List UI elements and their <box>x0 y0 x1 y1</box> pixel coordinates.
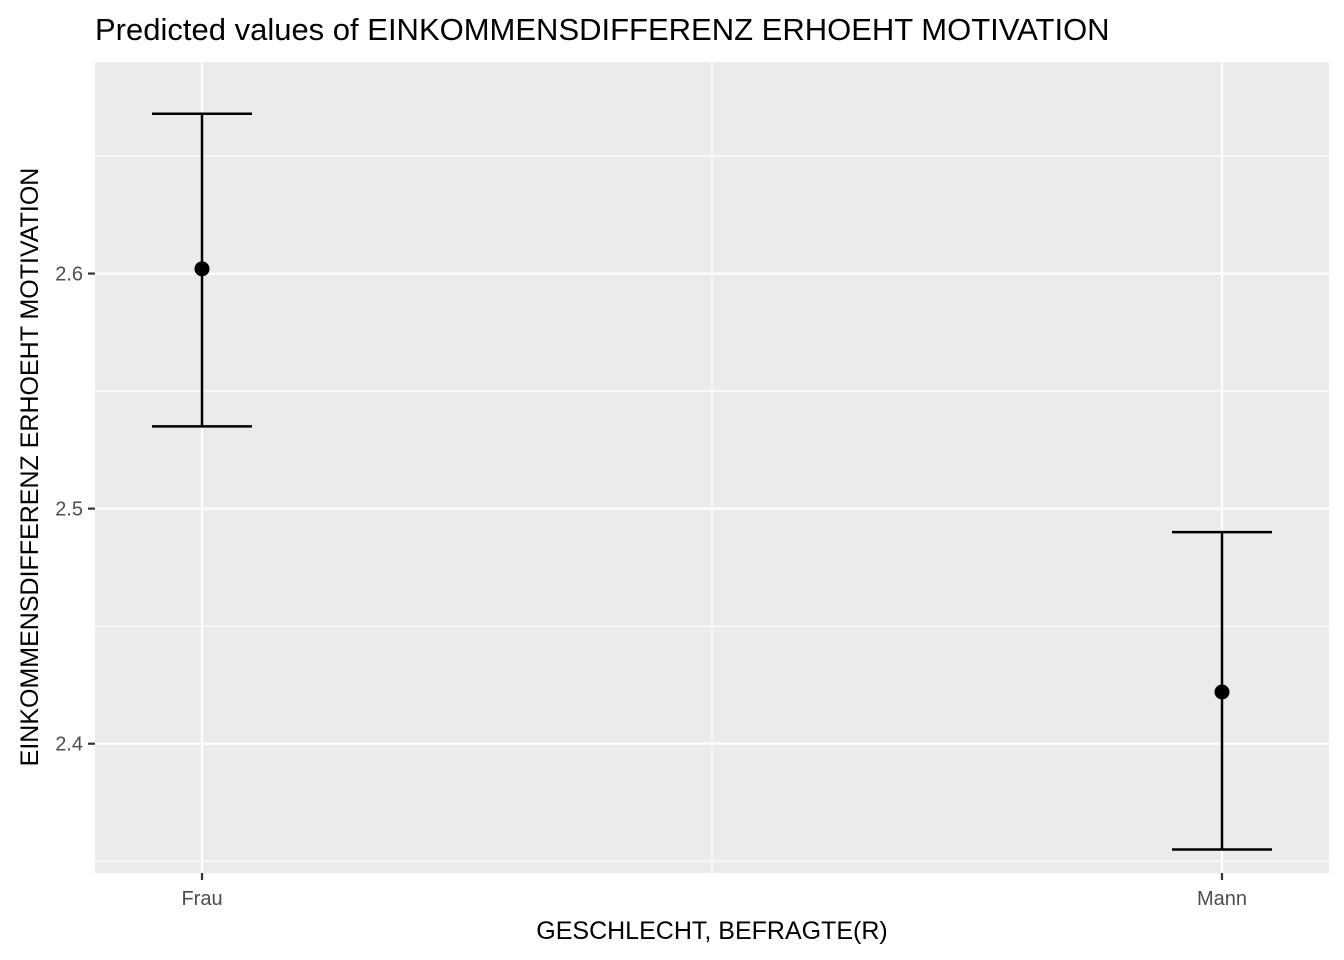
x-axis-ticks: Frau Mann <box>181 873 1247 910</box>
x-tick-label: Frau <box>181 888 222 910</box>
grid-minor <box>95 62 1329 873</box>
chart-title: Predicted values of EINKOMMENSDIFFERENZ … <box>95 12 1110 47</box>
data-points <box>194 261 1230 700</box>
x-axis-title: GESCHLECHT, BEFRAGTE(R) <box>536 917 887 945</box>
y-axis-ticks: 2.4 2.5 2.6 <box>55 264 95 756</box>
data-point-frau <box>194 261 210 277</box>
data-point-mann <box>1214 684 1230 700</box>
y-axis-title: EINKOMMENSDIFFERENZ ERHOEHT MOTIVATION <box>16 168 44 767</box>
x-tick-label: Mann <box>1197 888 1247 910</box>
y-tick-label: 2.5 <box>55 499 83 521</box>
y-tick-label: 2.4 <box>55 734 83 756</box>
y-tick-label: 2.6 <box>55 264 83 286</box>
